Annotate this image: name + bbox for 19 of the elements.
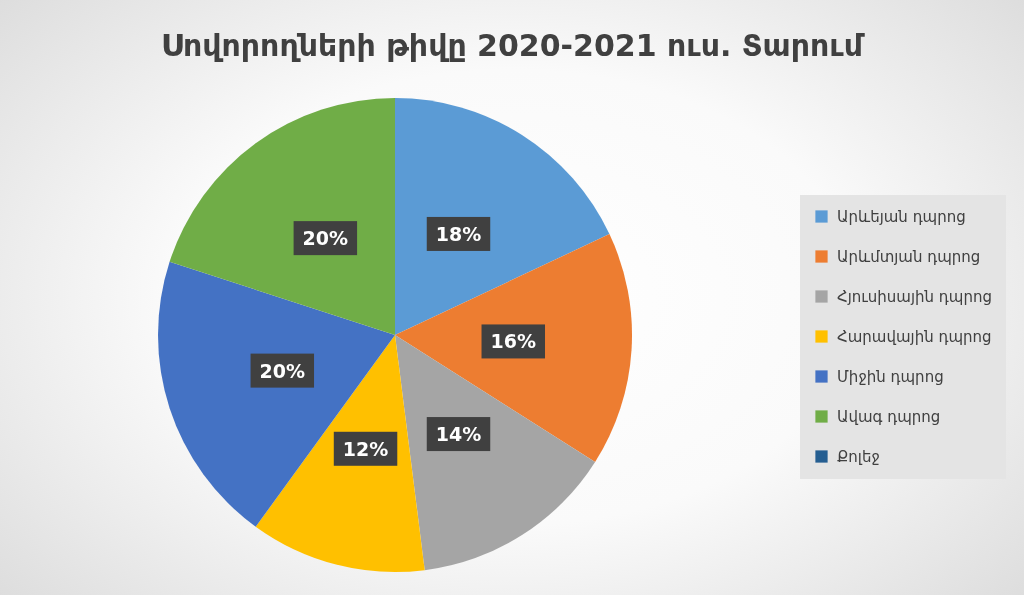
data-label: 12% [342, 437, 389, 460]
legend-label: Միջին դպրոց [837, 367, 944, 386]
pie-slice [395, 98, 610, 335]
legend-label: Ավագ դպրոց [837, 407, 941, 426]
legend-label: Արևմտյան դպրոց [837, 247, 981, 266]
pie-slice [158, 261, 395, 527]
pie-slice [395, 335, 596, 571]
legend-label: Արևեյան դպրոց [837, 207, 966, 226]
pie-slice [255, 335, 425, 572]
data-label: 20% [302, 227, 349, 250]
pie-slice [169, 98, 395, 335]
chart-title: Սովորողների թիվը 2020-2021 ուս. Տարում [161, 28, 865, 63]
data-label: 14% [435, 423, 482, 446]
legend-label: Հյուսիսային դպրոց [837, 287, 992, 306]
data-label: 20% [259, 359, 306, 382]
data-label: 16% [490, 330, 537, 353]
legend-label: Քոլեջ [837, 447, 880, 466]
data-label: 18% [435, 222, 482, 245]
legend-label: Հարավային դպրոց [837, 327, 992, 346]
